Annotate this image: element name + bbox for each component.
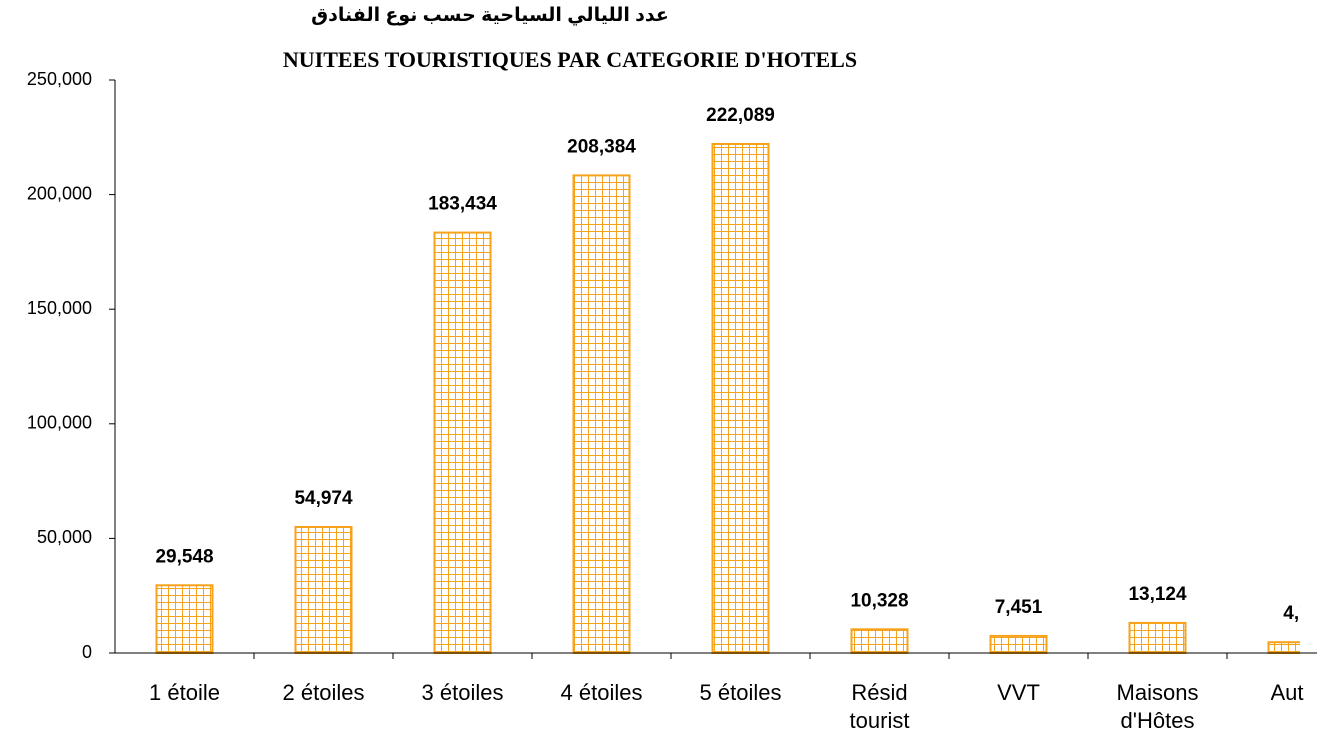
bar <box>572 174 631 654</box>
bar <box>433 231 492 654</box>
data-label: 222,089 <box>706 105 775 126</box>
x-tick-label: Maisons d'Hôtes <box>1116 680 1199 733</box>
x-tick-label: 5 étoiles <box>699 680 782 705</box>
bar <box>155 584 214 655</box>
data-label: 10,328 <box>850 590 908 611</box>
data-label: 208,384 <box>567 136 636 157</box>
chart-title: عدد الليالي السياحية حسب نوع الفنادق <box>311 5 669 26</box>
x-tick-label: 1 étoile <box>149 680 220 705</box>
data-label: 29,548 <box>155 546 213 567</box>
data-label: 4,7 <box>1283 603 1309 624</box>
y-tick-label: 250,000 <box>27 69 92 89</box>
x-tick-label: 3 étoiles <box>421 680 504 705</box>
bar <box>1128 621 1187 655</box>
chart-subtitle: NUITEES TOURISTIQUES PAR CATEGORIE D'HOT… <box>283 47 857 72</box>
y-tick-label: 150,000 <box>27 298 92 318</box>
x-tick-label: Résid tourist <box>849 680 910 733</box>
x-tick-label: Aut <box>1270 680 1304 705</box>
y-tick-label: 50,000 <box>37 527 92 547</box>
x-tick-label: VVT <box>997 680 1040 705</box>
x-tick-label: 2 étoiles <box>282 680 365 705</box>
x-tick-label: 4 étoiles <box>560 680 643 705</box>
bar <box>989 634 1048 654</box>
bar <box>294 525 353 654</box>
data-label: 13,124 <box>1128 584 1187 605</box>
bar <box>711 142 770 654</box>
bar <box>850 628 909 655</box>
bar <box>1267 641 1300 654</box>
y-tick-label: 0 <box>82 642 92 662</box>
data-label: 7,451 <box>995 597 1043 618</box>
data-label: 54,974 <box>294 488 353 509</box>
y-tick-label: 200,000 <box>27 183 92 203</box>
y-tick-label: 100,000 <box>27 413 92 433</box>
data-label: 183,434 <box>428 194 497 215</box>
